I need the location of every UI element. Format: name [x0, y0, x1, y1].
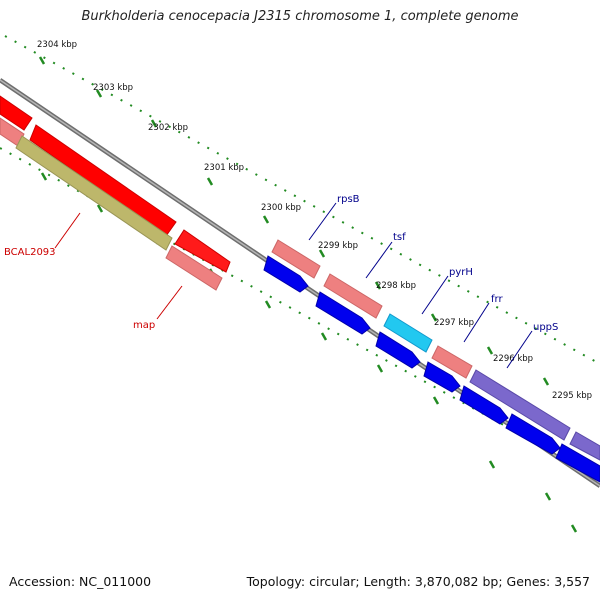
cds-feature[interactable]	[555, 443, 600, 483]
cds-feature[interactable]	[505, 413, 561, 455]
tick-label: 2300 kbp	[261, 203, 301, 213]
tick-mark	[488, 460, 496, 469]
major-ticks	[38, 56, 578, 533]
tick-mark	[318, 249, 326, 258]
gene-label-tsf[interactable]: tsf	[393, 232, 406, 243]
cds-feature[interactable]	[323, 273, 383, 319]
tick-mark	[320, 332, 328, 341]
tick-mark	[40, 172, 48, 181]
tick-mark	[486, 346, 494, 355]
leader-line	[421, 275, 449, 315]
gene-label-rpsB[interactable]: rpsB	[337, 194, 360, 205]
leader-line	[463, 302, 490, 343]
tick-mark	[544, 492, 552, 501]
cds-feature[interactable]	[29, 124, 177, 237]
tick-label: 2298 kbp	[376, 281, 416, 291]
tick-mark	[570, 524, 578, 533]
left-features	[0, 95, 231, 291]
leader-line	[365, 241, 393, 279]
tick-mark	[430, 313, 438, 322]
gene-label-map[interactable]: map	[133, 320, 155, 331]
cds-feature[interactable]	[569, 431, 600, 461]
gene-label-BCAL2093[interactable]: BCAL2093	[4, 247, 56, 258]
cds-feature[interactable]	[165, 245, 223, 291]
cds-feature[interactable]	[174, 229, 231, 273]
tick-label: 2295 kbp	[552, 391, 592, 401]
tick-label: 2297 kbp	[434, 318, 474, 328]
tick-label: 2303 kbp	[93, 83, 133, 93]
gene-label-uppS[interactable]: uppS	[533, 322, 558, 333]
inner-tick-ring	[0, 147, 600, 479]
tick-mark	[206, 177, 214, 186]
cds-feature[interactable]	[271, 239, 321, 279]
cds-feature[interactable]	[375, 331, 421, 369]
tick-mark	[96, 204, 104, 213]
tick-mark	[432, 396, 440, 405]
cds-feature[interactable]	[431, 345, 473, 379]
tick-mark	[376, 364, 384, 373]
tick-label: 2302 kbp	[148, 123, 188, 133]
tick-labels: 2304 kbp 2303 kbp 2302 kbp 2301 kbp 2300…	[37, 40, 592, 401]
tick-label: 2304 kbp	[37, 40, 77, 50]
map-title: Burkholderia cenocepacia J2315 chromosom…	[81, 9, 519, 24]
cds-feature[interactable]	[383, 313, 433, 353]
leader-line	[506, 330, 533, 369]
tick-mark	[374, 281, 382, 290]
tick-mark	[542, 377, 550, 386]
cds-feature[interactable]	[15, 135, 173, 251]
cds-feature[interactable]	[315, 291, 371, 335]
gene-leader-lines	[54, 202, 533, 369]
tick-label: 2301 kbp	[204, 163, 244, 173]
tick-mark	[95, 89, 103, 98]
accession-text: Accession: NC_011000	[9, 574, 152, 589]
leader-line	[308, 202, 337, 241]
genome-summary-text: Topology: circular; Length: 3,870,082 bp…	[246, 574, 590, 589]
tick-label: 2299 kbp	[318, 241, 358, 251]
cds-feature[interactable]	[0, 95, 33, 131]
cds-feature[interactable]	[423, 361, 461, 393]
tick-mark	[150, 119, 158, 128]
tick-mark	[264, 300, 272, 309]
gene-labels: rpsB tsf pyrH frr uppS BCAL2093 map	[4, 194, 558, 333]
right-features	[263, 239, 600, 483]
gene-label-pyrH[interactable]: pyrH	[449, 267, 473, 278]
leader-line	[156, 285, 183, 320]
gene-label-frr[interactable]: frr	[491, 294, 503, 305]
cds-feature[interactable]	[459, 385, 509, 425]
cds-feature[interactable]	[469, 369, 571, 441]
leader-line	[54, 212, 81, 249]
tick-mark	[262, 215, 270, 224]
tick-mark	[38, 56, 46, 65]
cds-feature[interactable]	[263, 255, 309, 293]
